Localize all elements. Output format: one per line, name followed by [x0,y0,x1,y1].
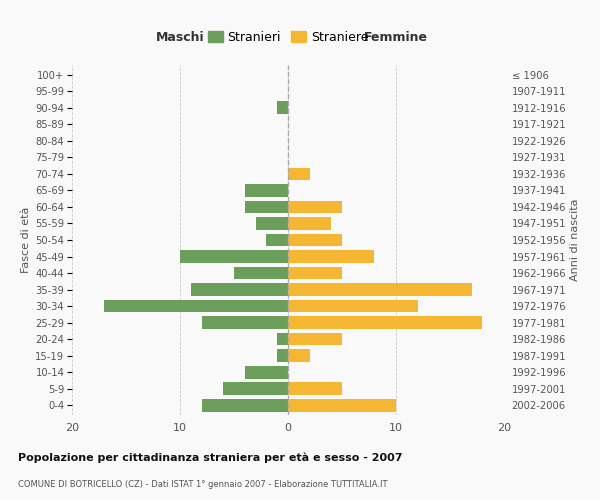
Text: Popolazione per cittadinanza straniera per età e sesso - 2007: Popolazione per cittadinanza straniera p… [18,452,403,463]
Y-axis label: Anni di nascita: Anni di nascita [571,198,580,281]
Bar [288,300,418,312]
Bar [288,349,310,362]
Bar [266,234,288,246]
Bar [288,266,342,280]
Bar [234,266,288,280]
Text: Femmine: Femmine [364,32,428,44]
Bar [288,382,342,395]
Bar [180,250,288,263]
Bar [288,316,482,329]
Bar [202,398,288,411]
Bar [288,217,331,230]
Bar [288,234,342,246]
Legend: Stranieri, Straniere: Stranieri, Straniere [203,26,373,49]
Bar [245,200,288,213]
Bar [277,102,288,114]
Bar [288,283,472,296]
Bar [202,316,288,329]
Bar [288,398,396,411]
Bar [288,250,374,263]
Bar [191,283,288,296]
Text: Maschi: Maschi [155,32,205,44]
Text: COMUNE DI BOTRICELLO (CZ) - Dati ISTAT 1° gennaio 2007 - Elaborazione TUTTITALIA: COMUNE DI BOTRICELLO (CZ) - Dati ISTAT 1… [18,480,388,489]
Bar [288,168,310,180]
Bar [288,200,342,213]
Bar [223,382,288,395]
Bar [104,300,288,312]
Bar [245,366,288,378]
Bar [288,332,342,345]
Y-axis label: Fasce di età: Fasce di età [21,207,31,273]
Bar [277,332,288,345]
Bar [256,217,288,230]
Bar [277,349,288,362]
Bar [245,184,288,197]
